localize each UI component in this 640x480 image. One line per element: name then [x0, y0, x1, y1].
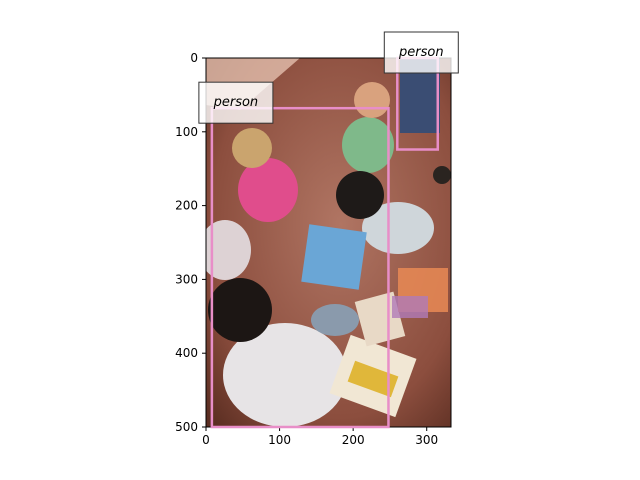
- y-tick-label: 100: [175, 125, 198, 139]
- child-center-head: [336, 171, 384, 219]
- y-tick-label: 0: [190, 51, 198, 65]
- sandal-right: [433, 166, 451, 184]
- child-left-partial: [206, 220, 251, 280]
- child-pink-body: [238, 158, 298, 222]
- y-axis-ticks: 0 100 200 300 400 500: [175, 51, 206, 434]
- x-tick-label: 300: [415, 433, 438, 447]
- wrapper-purple: [392, 296, 428, 318]
- child-bottom-head: [208, 278, 272, 342]
- detection-label-box: [383, 31, 459, 74]
- detection-boxes: person person: [198, 31, 459, 429]
- y-tick-label: 400: [175, 346, 198, 360]
- x-tick-label: 200: [342, 433, 365, 447]
- photo: [206, 58, 451, 427]
- x-axis-ticks: 0 100 200 300: [202, 427, 438, 447]
- detection-box-person: [210, 106, 390, 429]
- y-tick-label: 300: [175, 272, 198, 286]
- child-center-body: [362, 202, 434, 254]
- y-tick-label: 200: [175, 199, 198, 213]
- child-green-head: [354, 82, 390, 118]
- detection-label: person: [213, 95, 259, 110]
- book-blue: [301, 224, 367, 290]
- child-pink-head: [232, 128, 272, 168]
- child-bottom-jeans: [311, 304, 359, 336]
- x-tick-label: 0: [202, 433, 210, 447]
- book-stripes: [347, 360, 399, 398]
- y-tick-label: 500: [175, 420, 198, 434]
- x-tick-label: 100: [268, 433, 291, 447]
- child-green-body: [342, 117, 394, 173]
- child-bottom-body: [223, 323, 347, 427]
- detection-label: person: [398, 45, 444, 60]
- detection-label-box: [198, 81, 274, 124]
